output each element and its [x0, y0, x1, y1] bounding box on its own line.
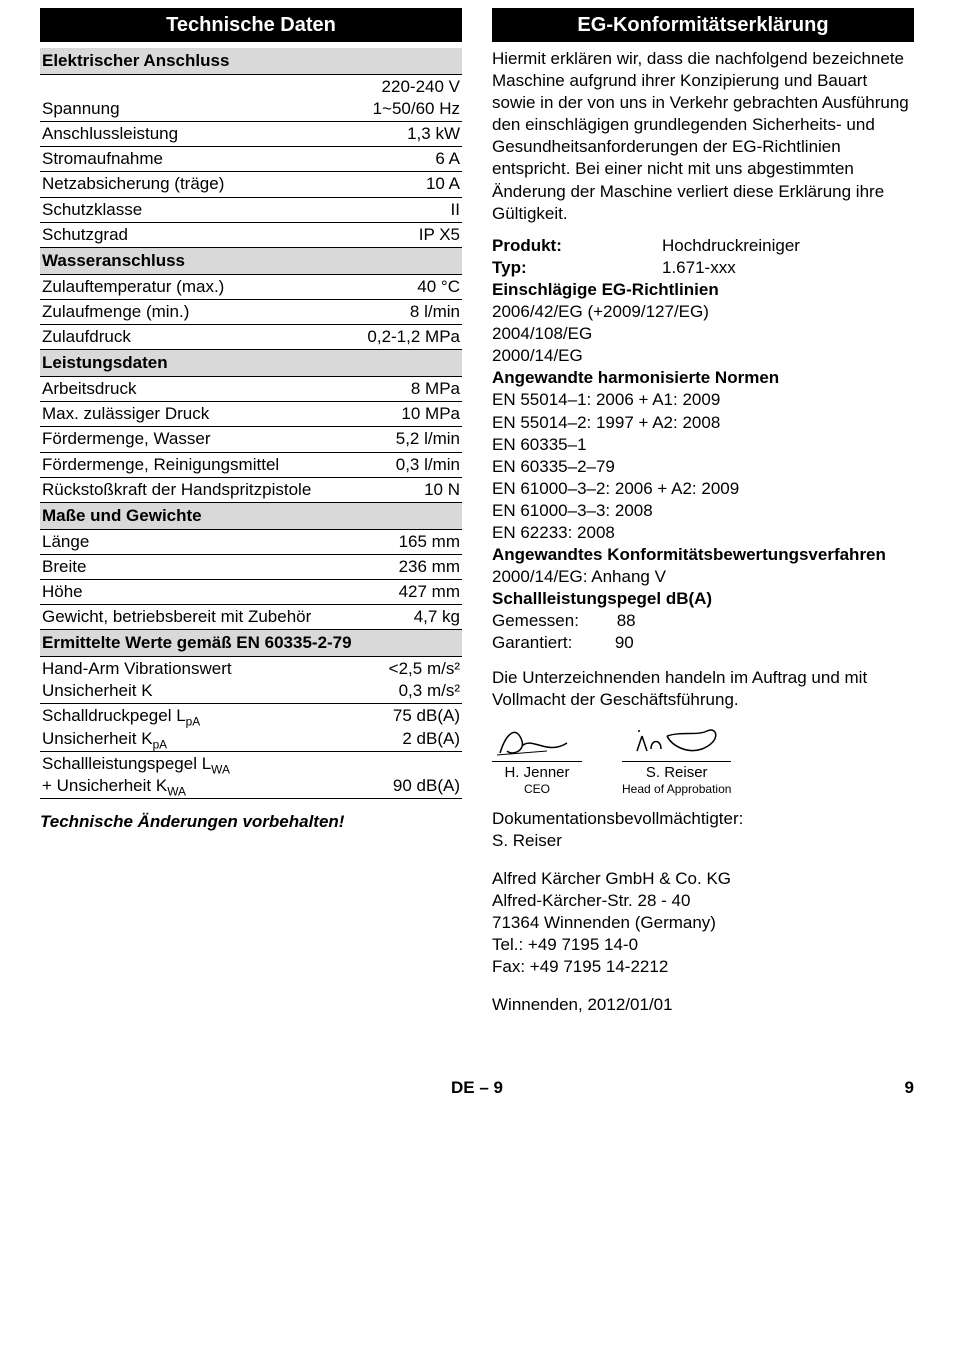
block-line: 2006/42/EG (+2009/127/EG)	[492, 301, 914, 323]
declaration-intro: Hiermit erklären wir, dass die nachfolge…	[492, 48, 914, 225]
product-type-block: Produkt:HochdruckreinigerTyp:1.671-xxx	[492, 235, 914, 279]
table-row: Zulaufmenge (min.)8 l/min	[40, 300, 462, 325]
signature-1-icon	[492, 721, 582, 761]
doc-auth: Dokumentationsbevollmächtigter: S. Reise…	[492, 808, 914, 852]
table-row: Höhe427 mm	[40, 580, 462, 605]
tech-footnote: Technische Änderungen vorbehalten!	[40, 811, 462, 833]
block-line: EN 61000–3–2: 2006 + A2: 2009	[492, 478, 914, 500]
table-row: Schalldruckpegel LpAUnsicherheit KpA75 d…	[40, 704, 462, 751]
block-line: EN 61000–3–3: 2008	[492, 500, 914, 522]
footer-page-number: 9	[905, 1077, 914, 1099]
signatories-note: Die Unterzeichnenden handeln im Auftrag …	[492, 667, 914, 711]
block-title: Angewandte harmonisierte Normen	[492, 367, 914, 389]
table-row: Spannung220-240 V1~50/60 Hz	[40, 75, 462, 122]
block-line: 2004/108/EG	[492, 323, 914, 345]
table-row: Zulaufdruck0,2-1,2 MPa	[40, 325, 462, 350]
table-row: Arbeitsdruck8 MPa	[40, 377, 462, 402]
page-footer: DE – 9 9	[40, 1077, 914, 1099]
table-section-header: Wasseranschluss	[40, 248, 462, 275]
block-title: Angewandtes Konformitätsbewertungsverfah…	[492, 544, 914, 566]
table-row: Anschlussleistung1,3 kW	[40, 122, 462, 147]
signature-2-title: Head of Approbation	[622, 782, 731, 798]
table-section-header: Elektrischer Anschluss	[40, 48, 462, 75]
table-row: Hand-Arm VibrationswertUnsicherheit K<2,…	[40, 657, 462, 704]
table-row: Stromaufnahme6 A	[40, 147, 462, 172]
address-line: 71364 Winnenden (Germany)	[492, 912, 914, 934]
table-row: Gewicht, betriebsbereit mit Zubehör4,7 k…	[40, 605, 462, 630]
block-line: Gemessen: 88	[492, 610, 914, 632]
signature-2-name: S. Reiser	[622, 761, 731, 783]
block-line: Garantiert: 90	[492, 632, 914, 654]
signature-row: H. Jenner CEO S. Reiser Head of Approbat…	[492, 721, 914, 798]
table-row: Länge165 mm	[40, 530, 462, 555]
block-line: EN 55014–2: 1997 + A2: 2008	[492, 412, 914, 434]
standards-blocks: Einschlägige EG-Richtlinien2006/42/EG (+…	[492, 279, 914, 655]
block-line: EN 60335–2–79	[492, 456, 914, 478]
block-line: 2000/14/EG	[492, 345, 914, 367]
kv-line: Produkt:Hochdruckreiniger	[492, 235, 914, 257]
address-line: Fax: +49 7195 14-2212	[492, 956, 914, 978]
company-address: Alfred Kärcher GmbH & Co. KGAlfred-Kärch…	[492, 868, 914, 978]
table-row: Rückstoßkraft der Handspritzpistole10 N	[40, 478, 462, 503]
table-row: SchutzgradIP X5	[40, 223, 462, 248]
table-row: Schallleistungspegel LWA+ Unsicherheit K…	[40, 752, 462, 799]
block-line: 2000/14/EG: Anhang V	[492, 566, 914, 588]
signature-1-title: CEO	[492, 782, 582, 798]
block-title: Schallleistungspegel dB(A)	[492, 588, 914, 610]
block-line: EN 60335–1	[492, 434, 914, 456]
address-line: Tel.: +49 7195 14-0	[492, 934, 914, 956]
table-row: Zulauftemperatur (max.)40 °C	[40, 275, 462, 300]
signature-2-icon	[627, 721, 727, 761]
table-row: Breite236 mm	[40, 555, 462, 580]
block-line: EN 55014–1: 2006 + A1: 2009	[492, 389, 914, 411]
table-section-header: Leistungsdaten	[40, 350, 462, 377]
left-header: Technische Daten	[40, 8, 462, 42]
table-row: SchutzklasseII	[40, 198, 462, 223]
block-title: Einschlägige EG-Richtlinien	[492, 279, 914, 301]
signature-1-name: H. Jenner	[492, 761, 582, 783]
table-row: Fördermenge, Wasser5,2 l/min	[40, 427, 462, 452]
table-section-header: Maße und Gewichte	[40, 503, 462, 530]
table-row: Netzabsicherung (träge)10 A	[40, 172, 462, 197]
address-line: Alfred-Kärcher-Str. 28 - 40	[492, 890, 914, 912]
kv-line: Typ:1.671-xxx	[492, 257, 914, 279]
table-row: Fördermenge, Reinigungsmittel0,3 l/min	[40, 453, 462, 478]
declaration-date: Winnenden, 2012/01/01	[492, 994, 914, 1016]
footer-center: DE – 9	[451, 1078, 503, 1097]
table-row: Max. zulässiger Druck10 MPa	[40, 402, 462, 427]
block-line: EN 62233: 2008	[492, 522, 914, 544]
address-line: Alfred Kärcher GmbH & Co. KG	[492, 868, 914, 890]
spec-table: Elektrischer AnschlussSpannung220-240 V1…	[40, 48, 462, 799]
right-header: EG-Konformitätserklärung	[492, 8, 914, 42]
table-section-header: Ermittelte Werte gemäß EN 60335-2-79	[40, 630, 462, 657]
